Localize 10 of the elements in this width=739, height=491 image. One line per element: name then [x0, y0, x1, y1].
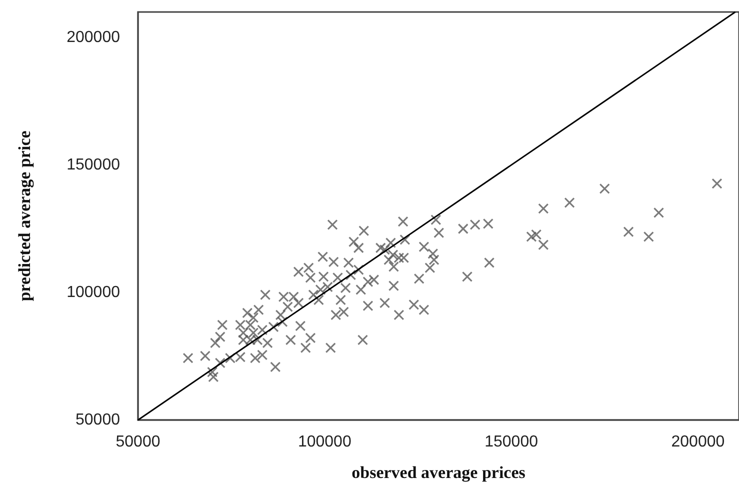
y-axis-title: predicted average price — [15, 130, 34, 302]
y-tick-label: 100000 — [66, 284, 120, 301]
y-tick-label: 150000 — [66, 156, 120, 174]
x-tick-label: 50000 — [116, 434, 160, 450]
y-tick-label: 50000 — [76, 412, 120, 428]
x-tick-label: 100000 — [298, 434, 352, 450]
x-tick-label: 200000 — [671, 434, 725, 450]
x-axis-title: observed average prices — [352, 463, 526, 482]
x-tick-label: 150000 — [484, 434, 538, 450]
y-tick-label: 200000 — [66, 29, 120, 46]
